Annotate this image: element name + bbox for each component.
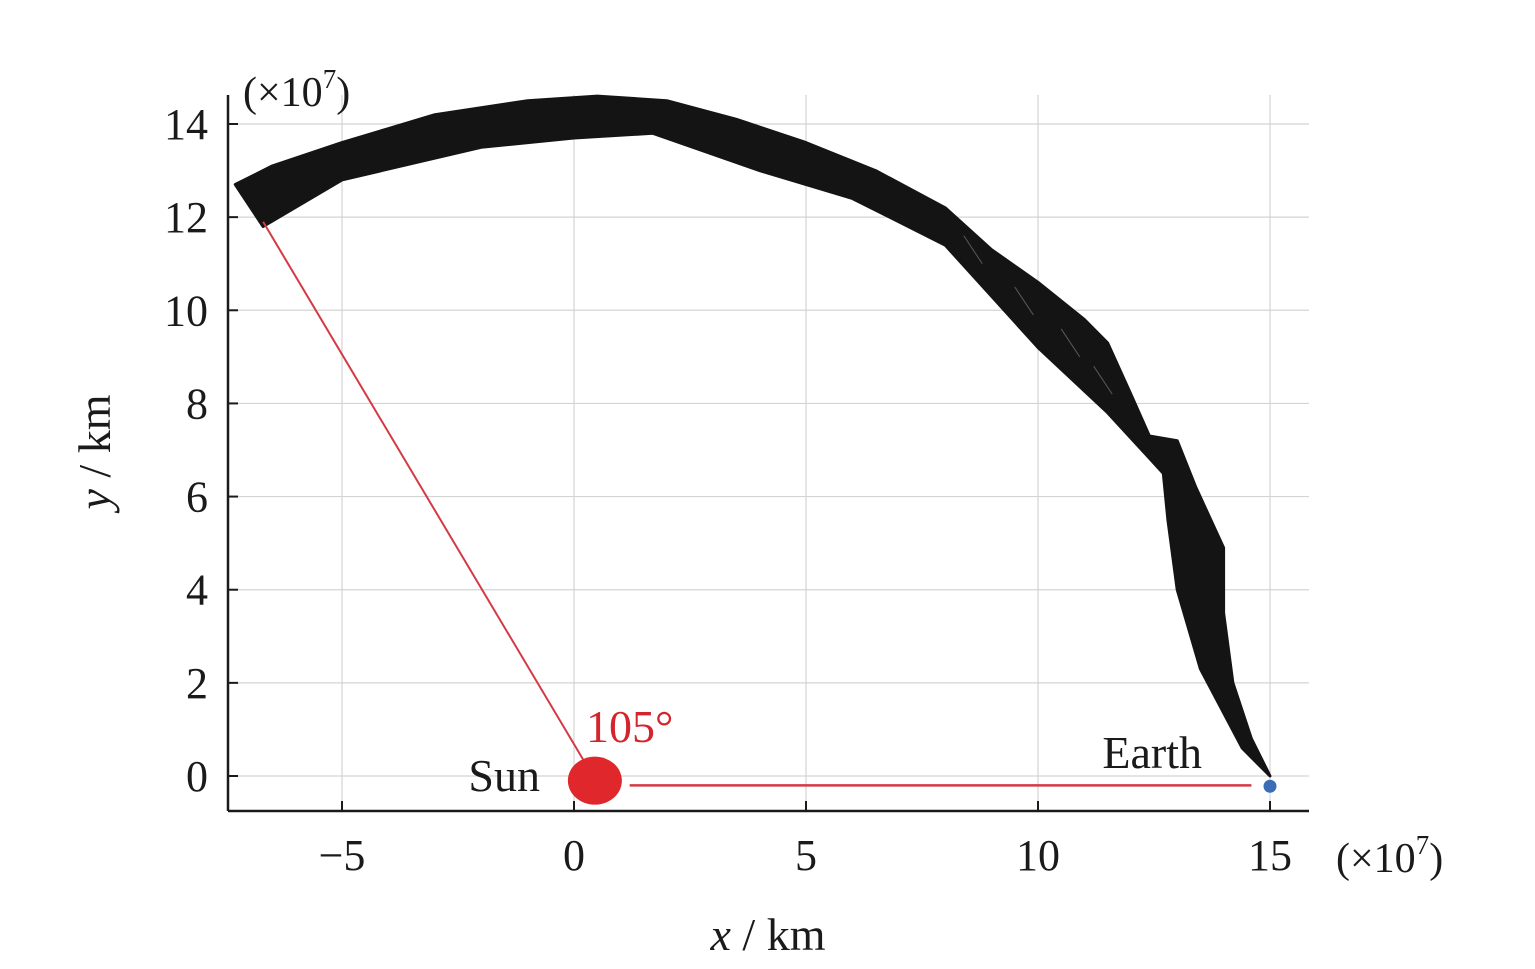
axes [226,95,1309,813]
earth-marker [1263,779,1277,793]
angle-annotation: 105° [586,701,673,752]
y-multiplier: (×107) [243,64,350,116]
x-axis-label: x / km [710,909,826,960]
trajectory-streak [1014,286,1034,316]
y-tick-label: 10 [164,286,208,335]
x-multiplier: (×107) [1336,830,1443,882]
body-markers [567,756,1277,805]
trajectory-band-layer [233,94,1272,778]
reference-lines-layer [262,221,1252,787]
y-tick-label: 8 [186,379,208,428]
x-tick-label: 5 [795,831,817,880]
tick-labels: −5 0 5 10 15 0 2 4 6 8 10 12 14 [164,100,1292,880]
y-tick-label: 6 [186,473,208,522]
x-tick-label: 15 [1248,831,1292,880]
y-tick-label: 12 [164,193,208,242]
sun-probe-line [262,221,585,761]
trajectory-streak [963,235,983,264]
trajectory-band [233,94,1272,778]
earth-label: Earth [1102,727,1202,778]
trajectory-streak [1060,328,1081,358]
trajectory-streak [1093,365,1113,395]
y-axis-label: y / km [69,394,120,513]
sun-marker [567,756,622,805]
x-tick-label: 0 [563,831,585,880]
x-tick-label: −5 [319,831,366,880]
y-tick-label: 14 [164,100,208,149]
y-tick-label: 2 [186,659,208,708]
sun-label: Sun [468,750,540,801]
y-tick-label: 4 [186,566,208,615]
x-tick-label: 10 [1016,831,1060,880]
y-tick-label: 0 [186,752,208,801]
